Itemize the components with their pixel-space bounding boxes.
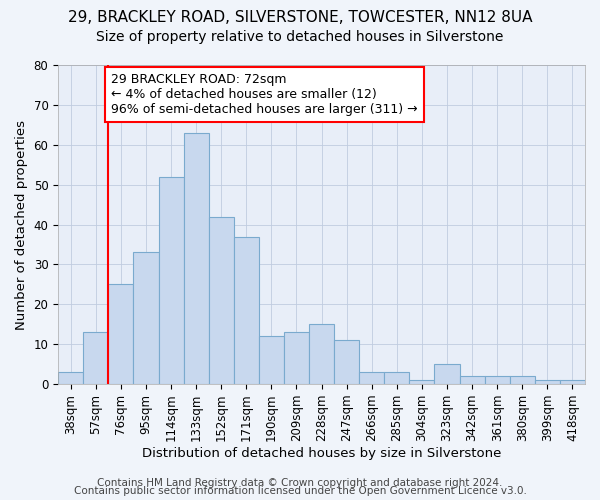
Bar	[109, 284, 133, 384]
Bar	[510, 376, 535, 384]
Bar	[309, 324, 334, 384]
Bar	[184, 133, 209, 384]
Bar	[409, 380, 434, 384]
Text: 29, BRACKLEY ROAD, SILVERSTONE, TOWCESTER, NN12 8UA: 29, BRACKLEY ROAD, SILVERSTONE, TOWCESTE…	[68, 10, 532, 25]
Bar	[334, 340, 359, 384]
Bar	[460, 376, 485, 384]
Text: Size of property relative to detached houses in Silverstone: Size of property relative to detached ho…	[97, 30, 503, 44]
Bar	[359, 372, 384, 384]
Bar	[560, 380, 585, 384]
Text: Contains public sector information licensed under the Open Government Licence v3: Contains public sector information licen…	[74, 486, 526, 496]
Bar	[234, 236, 259, 384]
Text: Contains HM Land Registry data © Crown copyright and database right 2024.: Contains HM Land Registry data © Crown c…	[97, 478, 503, 488]
Bar	[259, 336, 284, 384]
Bar	[284, 332, 309, 384]
Bar	[434, 364, 460, 384]
Bar	[158, 176, 184, 384]
Y-axis label: Number of detached properties: Number of detached properties	[15, 120, 28, 330]
Bar	[485, 376, 510, 384]
Bar	[535, 380, 560, 384]
Text: 29 BRACKLEY ROAD: 72sqm
← 4% of detached houses are smaller (12)
96% of semi-det: 29 BRACKLEY ROAD: 72sqm ← 4% of detached…	[111, 73, 418, 116]
Bar	[209, 216, 234, 384]
Bar	[384, 372, 409, 384]
Bar	[83, 332, 109, 384]
Bar	[58, 372, 83, 384]
X-axis label: Distribution of detached houses by size in Silverstone: Distribution of detached houses by size …	[142, 447, 501, 460]
Bar	[133, 252, 158, 384]
